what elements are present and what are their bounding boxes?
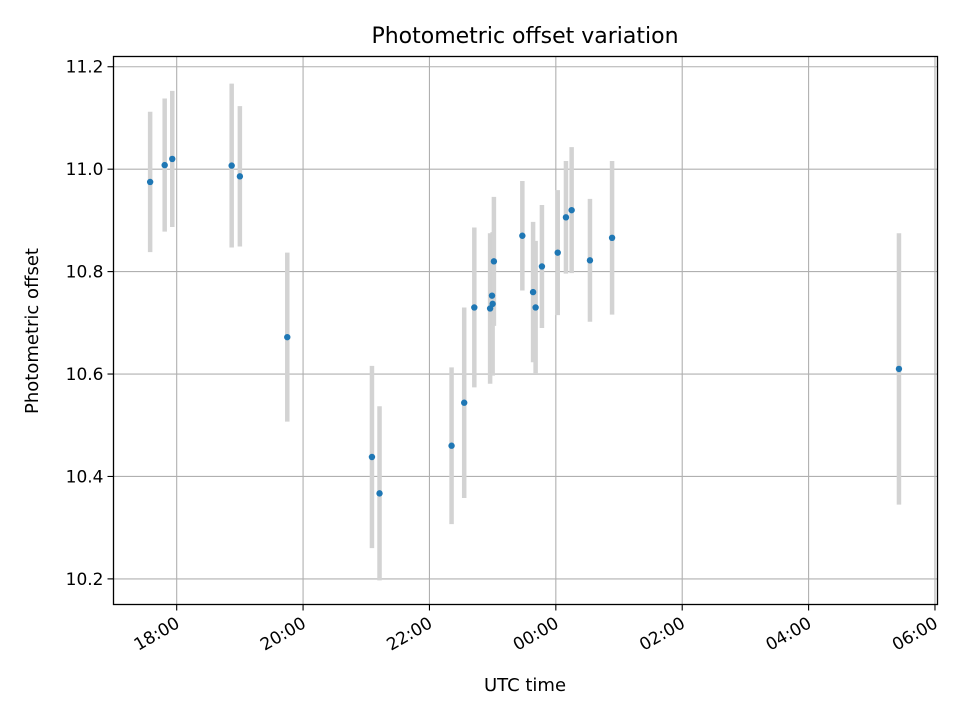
y-axis-label: Photometric offset (22, 248, 43, 414)
data-point (284, 333, 291, 341)
data-point (554, 249, 561, 256)
y-tick-label: 11.2 (66, 58, 104, 78)
data-point (376, 490, 383, 497)
data-point (236, 173, 244, 180)
chart-title: Photometric offset variation (371, 24, 678, 49)
y-axis-ticks: 10.2 10.4 10.6 10.8 11.0 11.2 (66, 58, 114, 590)
y-tick-label: 10.2 (66, 570, 104, 590)
x-axis-label: UTC time (484, 675, 566, 696)
plot-frame (112, 55, 939, 606)
data-point (488, 292, 496, 299)
data-point (448, 442, 455, 449)
grid-lines (113, 56, 938, 605)
data-points (146, 155, 903, 497)
y-tick-label: 10.6 (66, 365, 104, 385)
data-point (471, 304, 478, 311)
data-point (532, 304, 539, 311)
data-point (146, 178, 154, 186)
data-point (489, 300, 496, 308)
data-point (519, 232, 526, 239)
data-point (568, 206, 575, 214)
data-point (586, 257, 594, 264)
data-point (529, 288, 537, 296)
data-point (895, 365, 903, 373)
data-point (461, 399, 468, 406)
data-point (538, 263, 546, 270)
data-point (608, 234, 616, 242)
data-point (562, 214, 570, 221)
data-point (228, 162, 235, 169)
y-tick-label: 11.0 (66, 160, 104, 180)
y-tick-label: 10.4 (66, 467, 104, 487)
data-point (161, 161, 168, 169)
y-tick-label: 10.8 (66, 263, 104, 283)
data-point (169, 155, 176, 163)
data-point (490, 258, 498, 265)
data-point (368, 453, 376, 461)
